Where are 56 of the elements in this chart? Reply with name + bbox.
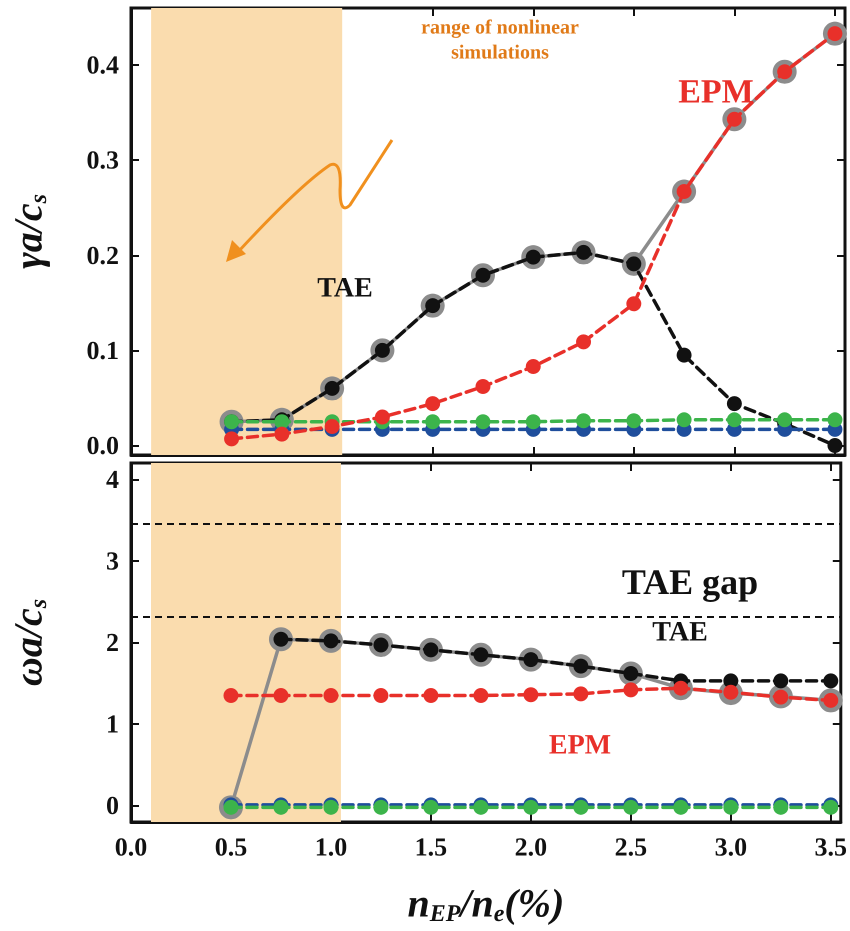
- x-tick-label: 1.5: [414, 832, 448, 862]
- y-axis-title: γa/cs: [6, 194, 52, 269]
- y-tick-label: 0: [106, 791, 119, 820]
- point: [423, 688, 438, 704]
- point: [823, 673, 838, 688]
- y-tick-label: 2: [106, 628, 119, 657]
- point: [473, 688, 488, 704]
- y-tick-label: 0.4: [86, 50, 119, 80]
- y-tick-label: 1: [106, 710, 119, 739]
- point: [623, 682, 638, 698]
- point: [726, 412, 742, 428]
- y-tick-label: 0.3: [86, 146, 119, 175]
- point: [576, 334, 592, 350]
- point: [374, 409, 390, 424]
- point: [576, 413, 592, 428]
- x-tick-label: 2.0: [514, 832, 548, 862]
- point: [323, 688, 338, 704]
- annotation: TAE gap: [622, 562, 758, 602]
- point: [224, 431, 240, 446]
- point: [526, 359, 541, 374]
- annotation: TAE: [317, 272, 373, 304]
- annotation: range of nonlinear simulations: [421, 16, 580, 64]
- point: [773, 673, 788, 688]
- point: [676, 412, 692, 428]
- point: [676, 348, 692, 363]
- point: [425, 396, 440, 412]
- point: [425, 414, 440, 430]
- y-tick-label: 4: [106, 464, 119, 494]
- annotation: EPM: [678, 74, 754, 110]
- x-tick-label: 3.0: [714, 832, 748, 862]
- point: [273, 688, 288, 704]
- y-tick-label: 0.2: [86, 240, 119, 270]
- annotation: TAE: [652, 616, 708, 648]
- point: [726, 396, 742, 412]
- annotation: EPM: [548, 730, 612, 760]
- y-tick-label: 0.0: [86, 430, 119, 460]
- point: [626, 296, 642, 312]
- point: [223, 688, 238, 704]
- point: [777, 412, 792, 428]
- x-tick-label: 0.5: [214, 832, 248, 862]
- x-tick-label: 1.0: [314, 832, 348, 862]
- point: [626, 413, 642, 428]
- point: [827, 438, 842, 453]
- point: [827, 412, 842, 428]
- y-tick-label: 3: [106, 546, 119, 576]
- point: [373, 688, 388, 704]
- y-axis-title: ωa/cs: [6, 598, 52, 686]
- point: [475, 414, 490, 430]
- point: [573, 686, 588, 702]
- point: [475, 379, 490, 394]
- point: [523, 687, 538, 702]
- x-tick-label: 3.5: [814, 832, 848, 862]
- x-tick-label: 2.5: [614, 832, 648, 862]
- point: [526, 414, 541, 430]
- y-tick-label: 0.1: [86, 336, 119, 365]
- point: [324, 418, 340, 434]
